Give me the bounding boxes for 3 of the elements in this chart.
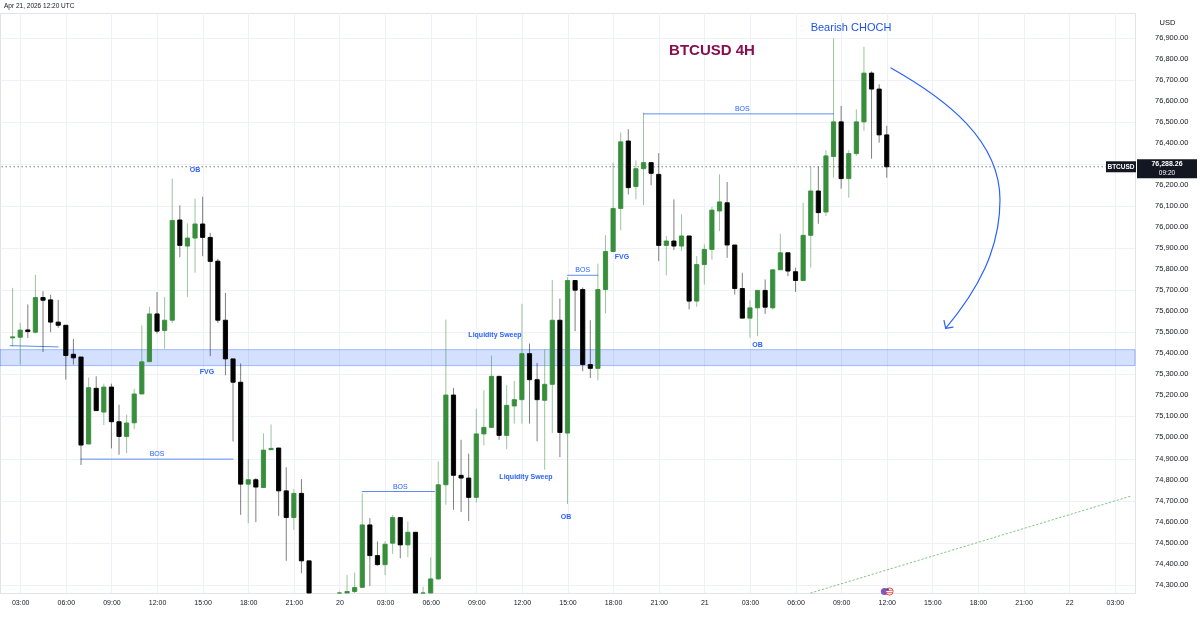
annotation: Bearish CHOCH — [810, 21, 892, 33]
text: BTCUSD 4H — [669, 41, 755, 58]
candlestick — [420, 586, 426, 594]
